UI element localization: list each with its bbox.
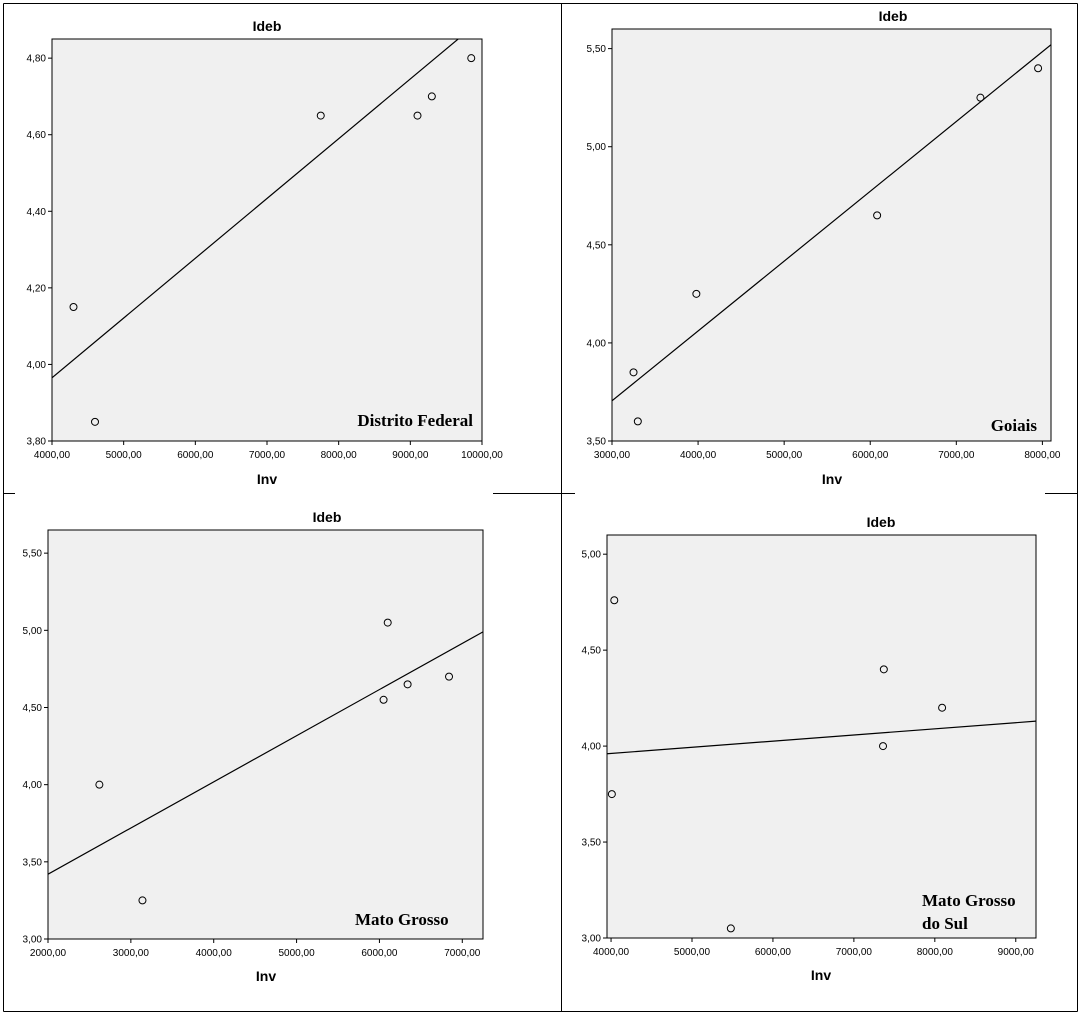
data-point bbox=[610, 596, 619, 605]
x-tick-label: 6000,00 bbox=[755, 947, 792, 958]
data-point bbox=[726, 924, 735, 933]
x-tick-label: 7000,00 bbox=[249, 450, 286, 461]
regression-line bbox=[612, 44, 1051, 402]
y-tick-label: 3,50 bbox=[582, 838, 602, 849]
chart-title: Ideb bbox=[253, 18, 282, 34]
x-tick-label: 10000,00 bbox=[461, 450, 503, 461]
y-tick-label: 3,00 bbox=[23, 935, 43, 946]
data-point bbox=[938, 703, 947, 712]
data-point bbox=[976, 93, 985, 102]
data-point bbox=[692, 289, 701, 298]
figure-frame bbox=[3, 3, 1078, 1012]
data-point bbox=[413, 111, 422, 120]
panel-mato-grosso: Ideb Inv 2000,00 3000,00 4000,00 5000,00 6000,… bbox=[23, 509, 484, 984]
plot-area bbox=[611, 28, 1052, 442]
panel-label: Mato Grosso bbox=[922, 891, 1016, 910]
x-tick-label: 6000,00 bbox=[177, 450, 214, 461]
y-tick-label: 4,60 bbox=[27, 130, 47, 141]
data-point bbox=[633, 417, 642, 426]
data-point bbox=[445, 672, 454, 681]
data-point bbox=[69, 303, 78, 311]
x-tick-label: 6000,00 bbox=[852, 450, 889, 461]
data-point bbox=[91, 417, 99, 426]
x-tick-label: 5000,00 bbox=[106, 450, 143, 461]
panel-distrito-federal: Ideb Inv 4000,00 5000,00 6000,00 7000,00 8000,… bbox=[27, 18, 504, 487]
x-tick-label: 3000,00 bbox=[113, 948, 150, 959]
plot-area bbox=[47, 529, 484, 940]
data-point bbox=[467, 54, 476, 63]
y-tick-label: 4,00 bbox=[587, 338, 607, 349]
y-tick-label: 5,00 bbox=[587, 142, 607, 153]
chart-title: Ideb bbox=[313, 509, 342, 525]
chart-title: Ideb bbox=[867, 514, 896, 530]
data-point bbox=[607, 790, 616, 799]
data-point bbox=[879, 665, 888, 674]
x-tick-label: 2000,00 bbox=[30, 948, 67, 959]
data-point bbox=[138, 896, 147, 905]
y-tick-label: 4,40 bbox=[27, 207, 47, 218]
x-axis-label: Inv bbox=[257, 471, 277, 487]
data-point bbox=[629, 368, 638, 377]
x-axis-label: Inv bbox=[811, 967, 831, 983]
y-tick-label: 4,50 bbox=[587, 240, 607, 251]
panel-mato-grosso-do-sul: Ideb Inv 4000,00 5000,00 6000,00 7000,00 8000,… bbox=[582, 514, 1037, 983]
y-tick-label: 4,00 bbox=[27, 360, 47, 371]
panel-label: Goiais bbox=[991, 416, 1038, 435]
x-tick-label: 7000,00 bbox=[836, 947, 873, 958]
x-tick-label: 8000,00 bbox=[1024, 450, 1061, 461]
x-tick-label: 6000,00 bbox=[361, 948, 398, 959]
y-tick-label: 4,80 bbox=[27, 54, 47, 65]
x-tick-label: 9000,00 bbox=[998, 947, 1035, 958]
plot-area bbox=[606, 534, 1037, 939]
x-tick-label: 8000,00 bbox=[321, 450, 358, 461]
data-point bbox=[1034, 64, 1043, 73]
y-tick-label: 4,50 bbox=[582, 646, 602, 657]
data-point bbox=[95, 780, 104, 789]
data-point bbox=[427, 92, 436, 101]
regression-line bbox=[48, 631, 483, 875]
y-tick-label: 5,00 bbox=[582, 550, 602, 561]
panel-goiais: Ideb Inv 3000,00 4000,00 5000,00 6000,00 7000,… bbox=[587, 8, 1061, 487]
data-point bbox=[879, 742, 888, 751]
x-tick-label: 3000,00 bbox=[594, 450, 631, 461]
data-point bbox=[403, 680, 412, 689]
y-tick-label: 5,50 bbox=[23, 549, 43, 560]
x-axis-label: Inv bbox=[256, 968, 276, 984]
y-tick-label: 5,00 bbox=[23, 626, 43, 637]
y-tick-label: 5,50 bbox=[587, 44, 607, 55]
data-point bbox=[316, 111, 325, 120]
x-tick-label: 5000,00 bbox=[278, 948, 315, 959]
y-tick-label: 4,50 bbox=[23, 703, 43, 714]
y-tick-label: 4,20 bbox=[27, 283, 47, 294]
y-tick-label: 3,00 bbox=[582, 934, 602, 945]
panel-label: do Sul bbox=[922, 914, 968, 933]
x-tick-label: 7000,00 bbox=[938, 450, 975, 461]
y-tick-label: 3,80 bbox=[27, 437, 47, 448]
x-tick-label: 8000,00 bbox=[917, 947, 954, 958]
chart-title: Ideb bbox=[879, 8, 908, 24]
panel-label: Mato Grosso bbox=[355, 910, 449, 929]
y-tick-label: 3,50 bbox=[587, 437, 607, 448]
y-tick-label: 4,00 bbox=[582, 742, 602, 753]
regression-line bbox=[607, 720, 1036, 755]
x-tick-label: 5000,00 bbox=[674, 947, 711, 958]
data-point bbox=[873, 211, 882, 220]
y-tick-label: 4,00 bbox=[23, 780, 43, 791]
x-tick-label: 4000,00 bbox=[196, 948, 233, 959]
y-tick-label: 3,50 bbox=[23, 857, 43, 868]
x-tick-label: 5000,00 bbox=[766, 450, 803, 461]
x-tick-label: 4000,00 bbox=[680, 450, 717, 461]
regression-line bbox=[52, 39, 460, 379]
data-point bbox=[379, 695, 388, 704]
x-tick-label: 7000,00 bbox=[444, 948, 481, 959]
x-tick-label: 9000,00 bbox=[392, 450, 429, 461]
panel-label: Distrito Federal bbox=[357, 411, 473, 430]
x-tick-label: 4000,00 bbox=[34, 450, 71, 461]
data-point bbox=[383, 618, 392, 627]
x-axis-label: Inv bbox=[822, 471, 842, 487]
x-tick-label: 4000,00 bbox=[593, 947, 630, 958]
plot-area bbox=[51, 38, 483, 442]
